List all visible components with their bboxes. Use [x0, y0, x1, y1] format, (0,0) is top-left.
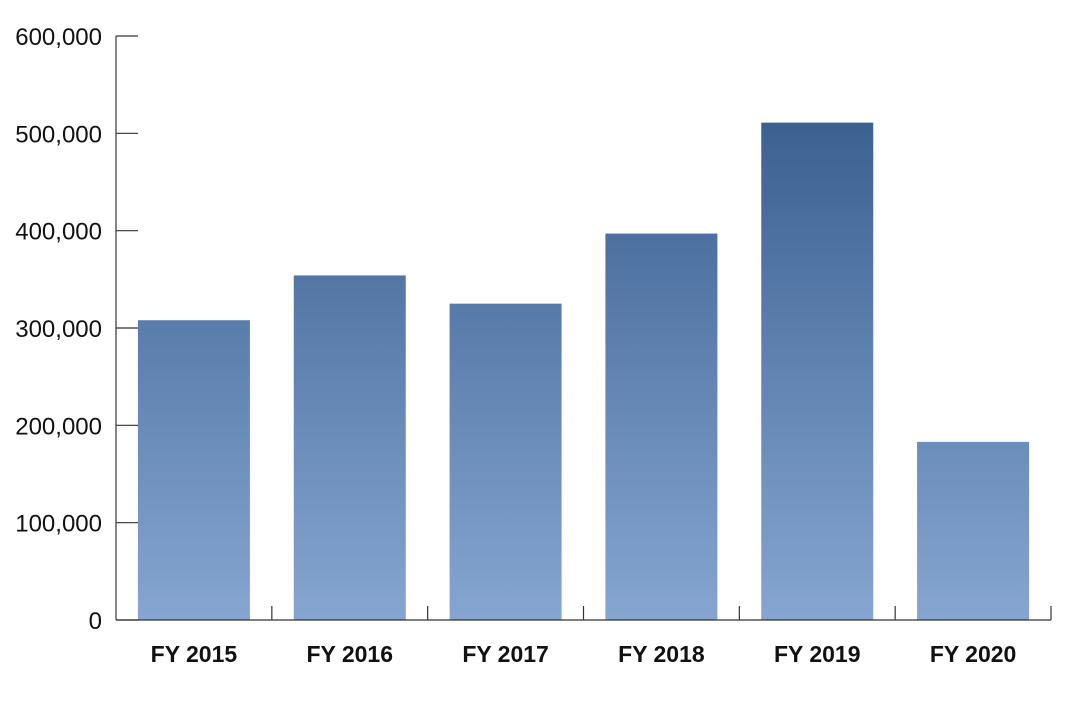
x-tick-label: FY 2015 — [151, 641, 238, 667]
bar-fy-2019 — [761, 122, 874, 621]
bar-fy-2016 — [293, 275, 406, 620]
x-tick-label: FY 2017 — [462, 641, 549, 667]
x-tick-label: FY 2018 — [618, 641, 705, 667]
y-tick-label: 600,000 — [15, 24, 102, 51]
bar-fy-2020 — [917, 441, 1030, 620]
bar-fy-2017 — [449, 303, 562, 620]
y-tick-label: 100,000 — [15, 511, 102, 538]
y-tick-label: 500,000 — [15, 121, 102, 148]
bar-fy-2018 — [605, 233, 718, 620]
x-tick-label: FY 2020 — [930, 641, 1017, 667]
y-tick-label: 0 — [89, 608, 102, 635]
labels-layer: 0 100,000 200,000 300,000 400,000 500,000 600,… — [15, 24, 1016, 667]
y-tick-label: 200,000 — [15, 413, 102, 440]
bars-layer — [137, 122, 1030, 621]
axes-layer — [115, 35, 1052, 621]
x-tick-label: FY 2019 — [774, 641, 861, 667]
y-tick-label: 300,000 — [15, 316, 102, 343]
y-tick-label: 400,000 — [15, 219, 102, 246]
bar-fy-2015 — [137, 320, 250, 620]
x-tick-label: FY 2016 — [306, 641, 393, 667]
